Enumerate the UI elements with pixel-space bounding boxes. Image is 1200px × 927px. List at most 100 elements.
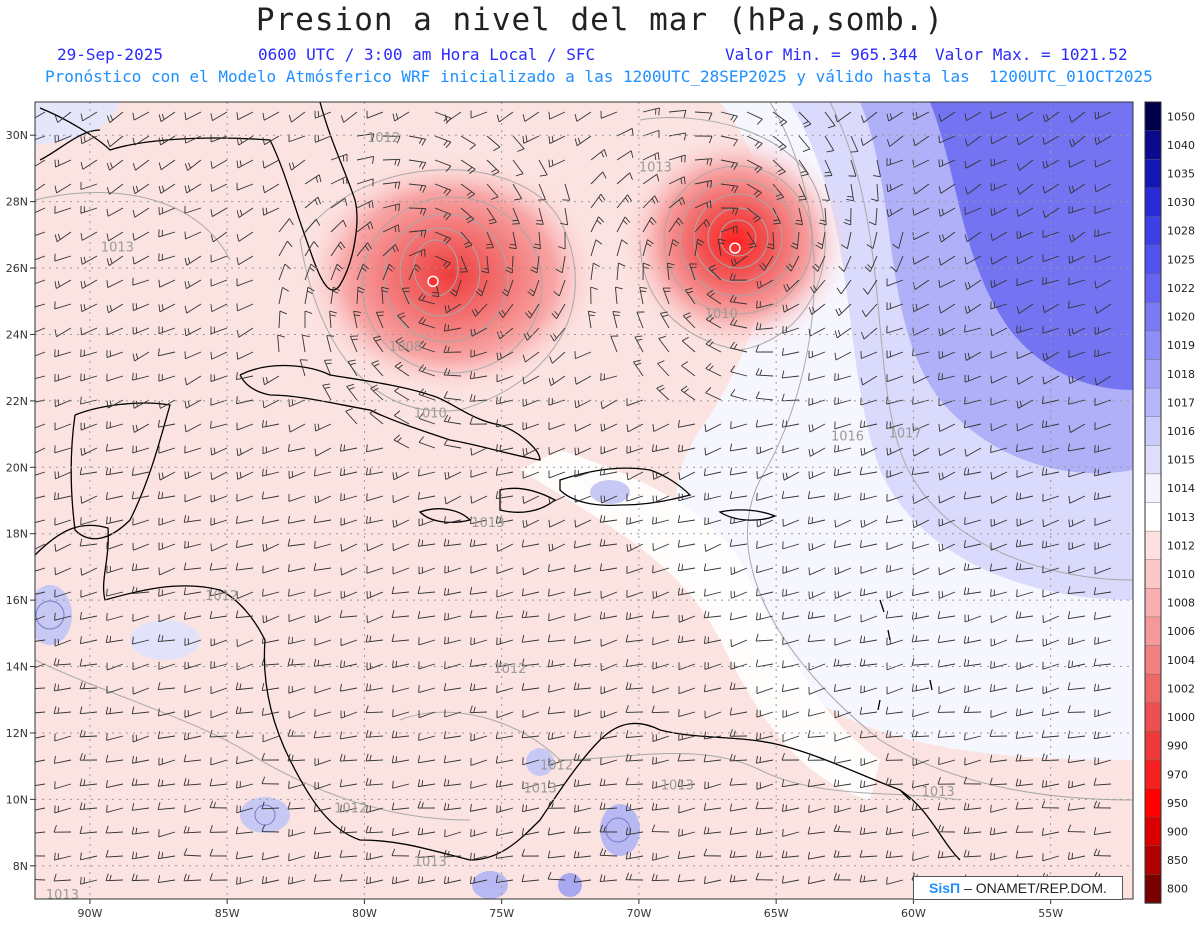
wind-barb: [1016, 135, 1034, 146]
wind-barb: [626, 516, 644, 525]
wind-barb: [782, 303, 800, 313]
contour-label: 1013: [46, 888, 79, 903]
wind-barb: [548, 588, 566, 597]
wind-barb: [391, 586, 410, 595]
wind-barb: [521, 610, 540, 619]
contour-labels: 1012 1013 1013 1010 1008 1010 1016 1017 1013 1012…: [46, 131, 955, 903]
wind-barb: [132, 372, 150, 381]
wind-barb: [808, 805, 826, 813]
wind-barb: [600, 495, 618, 504]
lat-label: 26N: [6, 262, 28, 275]
wind-barb: [807, 826, 826, 835]
colorbar-swatch: [1144, 559, 1162, 590]
wind-barb: [313, 730, 332, 739]
wind-barb: [703, 754, 722, 763]
wind-barb: [469, 516, 488, 525]
wind-barb: [288, 134, 306, 143]
wind-barb: [938, 231, 956, 243]
wind-barb: [417, 586, 436, 595]
wind-barb: [964, 231, 982, 243]
wind-barb: [486, 135, 501, 152]
colorbar-label: 1008: [1167, 597, 1195, 610]
colorbar-swatch: [1144, 788, 1162, 818]
wind-barb: [1067, 660, 1086, 669]
wind-barb: [886, 564, 904, 573]
wind-barb: [885, 730, 904, 738]
wind-barb: [54, 135, 72, 143]
wind-barb: [990, 518, 1008, 527]
lat-label: 18N: [6, 528, 28, 541]
wind-barb: [964, 159, 982, 169]
min-value: Valor Min. = 965.344: [725, 45, 918, 64]
bahamas-low-center: [427, 275, 439, 288]
wind-barb: [210, 159, 228, 169]
wind-barb: [261, 801, 280, 810]
wind-barb: [963, 802, 982, 811]
wind-barb: [408, 135, 427, 146]
wind-barb: [54, 781, 72, 790]
wind-barb: [610, 335, 619, 353]
lat-label: 24N: [6, 328, 28, 341]
wind-barb: [434, 183, 452, 197]
colorbar-swatch: [1144, 759, 1162, 790]
wind-barb: [288, 470, 306, 479]
wind-barb: [703, 636, 722, 645]
wind-barb: [937, 705, 956, 713]
wind-barb: [651, 444, 670, 453]
wind-barb: [393, 434, 410, 449]
wind-barb: [1015, 492, 1034, 501]
wind-barb: [505, 255, 514, 274]
wind-barb: [522, 447, 540, 457]
wind-barb: [553, 279, 566, 297]
wind-barb: [80, 876, 98, 885]
wind-barb: [53, 756, 72, 764]
wind-barb: [555, 255, 566, 274]
wind-barb: [106, 111, 124, 124]
wind-barb: [444, 709, 462, 718]
wind-barb: [873, 159, 881, 178]
wind-barb: [824, 111, 836, 129]
forecast-date: 29-Sep-2025: [57, 45, 163, 64]
wind-barb: [964, 303, 982, 314]
wind-barb: [418, 293, 436, 305]
wind-barb: [703, 826, 722, 835]
wind-barb: [131, 851, 150, 860]
wind-barb: [574, 111, 592, 122]
wind-barb: [262, 183, 280, 194]
wind-barb: [392, 543, 410, 552]
wind-barb: [512, 135, 525, 152]
wind-barb: [262, 111, 280, 121]
wind-barb: [522, 135, 540, 144]
wind-barb: [236, 805, 254, 814]
wind-barb: [937, 802, 956, 811]
contour-label: 1016: [831, 430, 864, 445]
wind-barb: [861, 303, 878, 318]
wind-barb: [548, 519, 566, 528]
wind-barb: [859, 658, 878, 667]
wind-barb: [834, 733, 852, 742]
wind-barb: [158, 471, 176, 481]
wind-barb: [989, 777, 1008, 786]
wind-barb: [235, 851, 254, 860]
wind-barb: [694, 238, 705, 257]
wind-barb: [824, 135, 835, 153]
wind-barb: [938, 255, 956, 266]
lon-label: 65W: [764, 907, 789, 920]
wind-barb: [625, 803, 644, 812]
wind-barb: [393, 410, 410, 425]
wind-barb: [808, 662, 826, 671]
wind-barb: [521, 874, 540, 883]
wind-barb: [521, 848, 540, 857]
wind-barb: [527, 279, 540, 297]
wind-barb: [590, 216, 605, 233]
wind-barb: [652, 516, 670, 525]
map-frame: [34, 101, 1134, 900]
wind-barb: [781, 419, 800, 428]
wind-barb: [365, 730, 384, 738]
wind-barb: [209, 848, 228, 857]
wind-barb: [886, 374, 904, 383]
wind-barb: [470, 447, 488, 456]
wind-barb: [886, 637, 904, 646]
lon-label: 70W: [626, 907, 651, 920]
wind-barb: [912, 279, 930, 290]
